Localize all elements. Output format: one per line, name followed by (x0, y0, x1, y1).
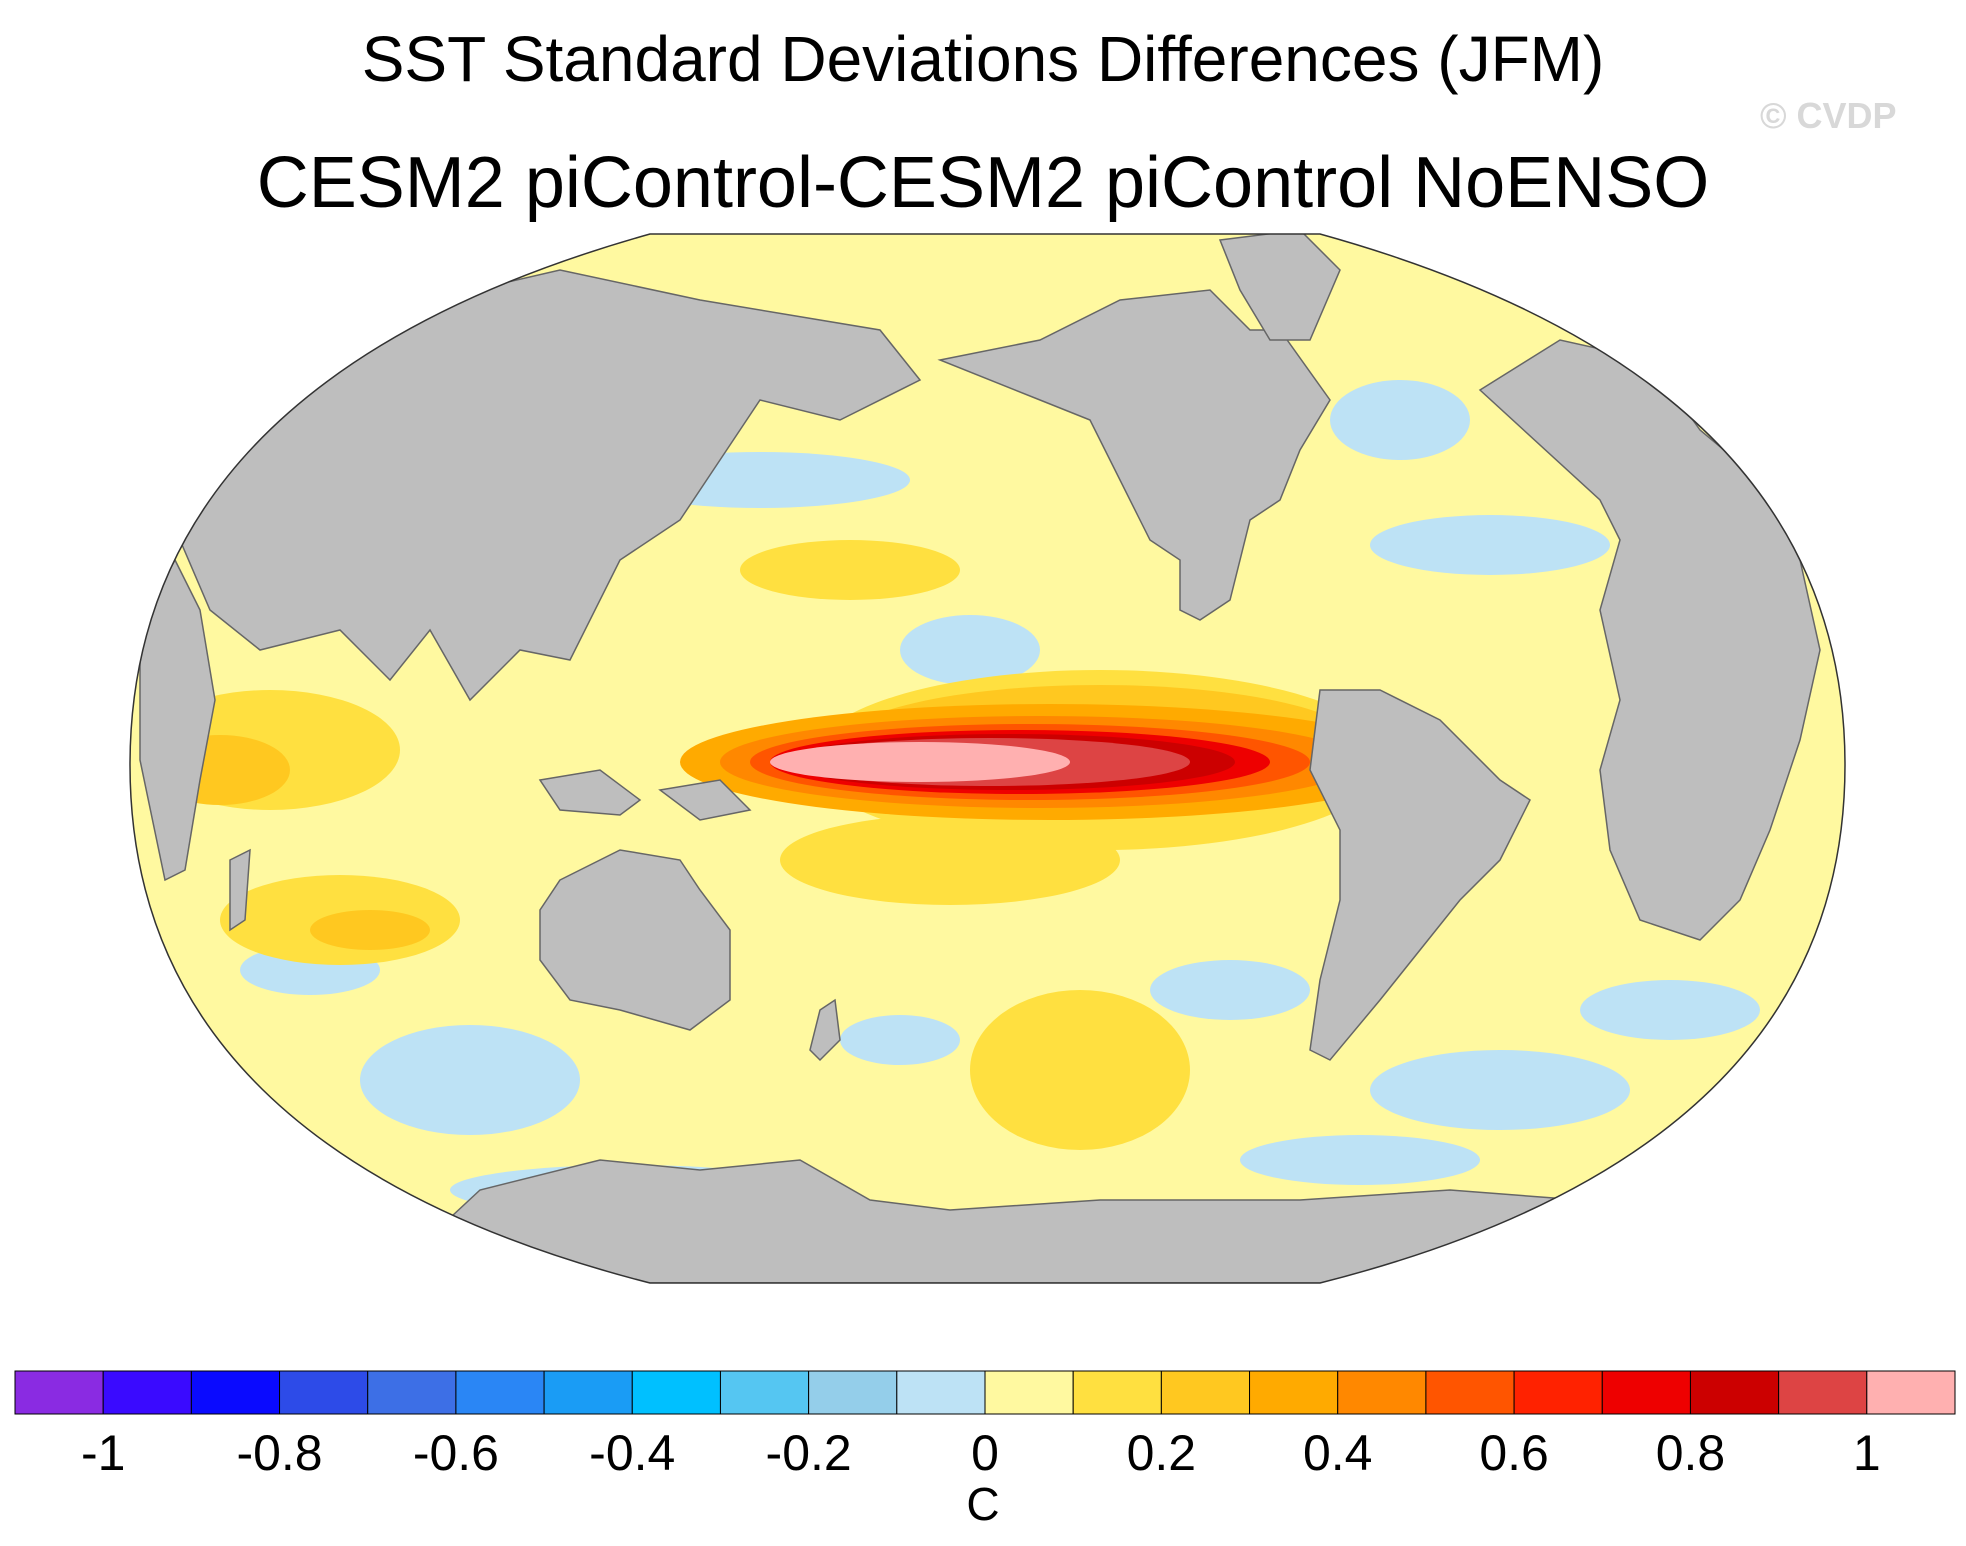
colorbar-box (1249, 1370, 1339, 1415)
land-africa-edge (139, 558, 216, 882)
colorbar-box (1689, 1370, 1780, 1415)
colorbar-tick-label: 0.8 (1656, 1425, 1726, 1481)
colorbar-box (1072, 1370, 1162, 1415)
colorbar-box (367, 1370, 457, 1415)
colorbar-box (1513, 1370, 1603, 1415)
colorbar-tick-label: -0.8 (236, 1425, 322, 1481)
land-greenland (1218, 234, 1341, 341)
land-africa-europe-east (1478, 339, 1821, 941)
colorbar-box (190, 1370, 281, 1415)
colorbar-tick-label: 0.4 (1303, 1425, 1373, 1481)
land-australia (539, 849, 731, 1031)
colorbar-box (14, 1370, 104, 1415)
land-new-guinea (658, 779, 752, 821)
colorbar-box (1337, 1370, 1427, 1415)
land-masses (139, 234, 1821, 1283)
map-title: SST Standard Deviations Differences (JFM… (361, 23, 1605, 95)
map-subtitle: CESM2 piControl-CESM2 piControl NoENSO (256, 143, 1710, 223)
colorbar-box (808, 1370, 898, 1415)
land-madagascar (229, 848, 251, 932)
colorbar-tick-labels: -1 -0.8 -0.6 -0.4 -0.2 0 0.2 0.4 0.6 0.8 1 (81, 1425, 1881, 1481)
colorbar-box (455, 1370, 545, 1415)
colorbar-tick-label: -0.4 (589, 1425, 675, 1481)
colorbar-tick-label: -0.6 (413, 1425, 499, 1481)
colorbar-units: C (966, 1478, 999, 1530)
colorbar-tick-label: 0.2 (1127, 1425, 1197, 1481)
colorbar-box (1160, 1370, 1251, 1415)
colorbar-tick-label: -0.2 (766, 1425, 852, 1481)
colorbar-box (984, 1370, 1074, 1415)
colorbar-box (631, 1370, 721, 1415)
colorbar-box (543, 1370, 633, 1415)
credit-watermark: © CVDP (1760, 95, 1897, 136)
colorbar-box (1866, 1370, 1956, 1415)
colorbar-box (719, 1370, 810, 1415)
colorbar-tick-label: -1 (81, 1425, 125, 1481)
colorbar-tick-label: 0 (971, 1425, 999, 1481)
globe-outline (129, 233, 1846, 1284)
colorbar-tick-label: 0.6 (1479, 1425, 1549, 1481)
land-maritime-continent (538, 769, 642, 816)
colorbar-box (896, 1370, 986, 1415)
land-new-zealand (809, 998, 841, 1062)
land-south-america (1309, 689, 1531, 1061)
colorbar-boxes (14, 1370, 1956, 1415)
colorbar-box (1601, 1370, 1691, 1415)
colorbar-box (1778, 1370, 1868, 1415)
colorbar-box (1425, 1370, 1515, 1415)
land-eurasia (179, 269, 922, 702)
colorbar-tick-label: 1 (1853, 1425, 1881, 1481)
colorbar-box (102, 1370, 192, 1415)
enso-tongue (680, 704, 1420, 820)
colorbar-box (279, 1370, 369, 1415)
land-north-america (937, 289, 1331, 621)
